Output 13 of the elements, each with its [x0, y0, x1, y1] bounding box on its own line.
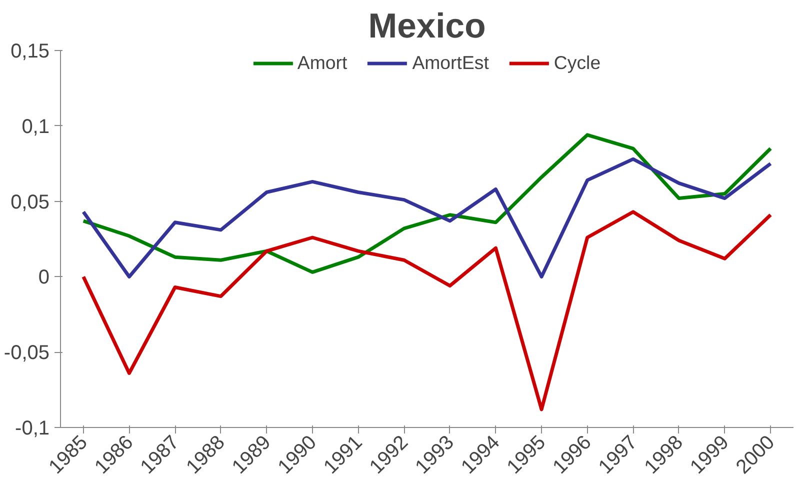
- chart-title: Mexico: [368, 8, 486, 46]
- y-tick-label: -0,1: [15, 418, 50, 440]
- line-series: [82, 133, 772, 274]
- y-tick-label: -0,05: [4, 342, 50, 364]
- line-series: [82, 157, 772, 278]
- legend-label: Amort: [297, 52, 348, 74]
- legend-label: AmortEst: [412, 52, 489, 74]
- y-tick-label: 0,05: [10, 191, 50, 214]
- y-tick-label: 0,1: [22, 116, 50, 138]
- y-tick-label: 0,15: [10, 40, 50, 62]
- line-series: [82, 210, 772, 412]
- y-tick-label: 0: [38, 266, 50, 289]
- legend-label: Cycle: [554, 52, 601, 74]
